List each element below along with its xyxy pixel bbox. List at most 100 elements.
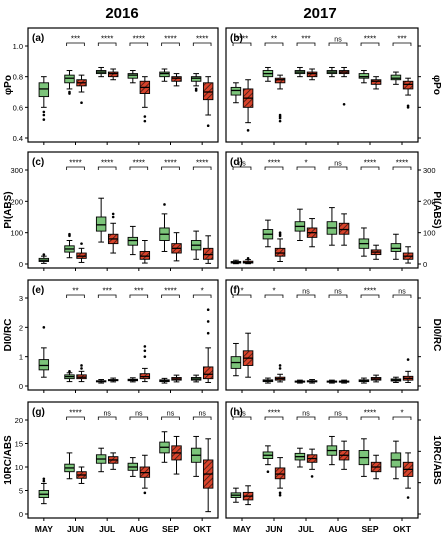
sig-bracket — [392, 294, 412, 298]
box-may-green — [230, 487, 242, 503]
outlier-point — [310, 475, 314, 478]
outlier-point — [206, 124, 210, 128]
sig-label: ns — [334, 411, 342, 418]
box-okt-red — [402, 246, 414, 264]
box-jun-red — [274, 364, 286, 383]
y-tick-label: 5 — [19, 487, 23, 496]
box-body — [358, 73, 370, 79]
panel-label: (d) — [230, 157, 243, 168]
box-okt-red — [402, 452, 414, 499]
y-axis-label-left: PI(ABS) — [3, 191, 14, 228]
outlier-point — [80, 242, 83, 245]
box-body — [38, 359, 50, 371]
outlier-point — [42, 479, 46, 483]
outlier-point — [266, 470, 270, 474]
outlier-point — [80, 364, 83, 367]
y-tick-label: 0 — [19, 382, 23, 391]
box-body — [95, 216, 107, 232]
box-body — [370, 79, 382, 85]
panel-b: (b)φPo**** ** *** ns **** *** — [225, 27, 442, 145]
box-jun-red — [76, 466, 87, 484]
sig-label: ** — [72, 287, 78, 296]
outlier-point — [246, 129, 250, 132]
sig-label: **** — [396, 159, 408, 168]
sig-label: * — [240, 287, 243, 296]
sig-bracket — [360, 166, 380, 170]
sig-label: *** — [134, 287, 143, 296]
box-sep-green — [159, 203, 170, 252]
box-may-green — [230, 342, 242, 377]
box-jun-green — [64, 70, 75, 95]
box-may-green — [230, 259, 242, 265]
box-may-red — [242, 485, 254, 506]
outlier-point — [111, 212, 115, 216]
y-tick-label: 10 — [15, 463, 23, 472]
box-okt-green — [390, 376, 402, 383]
box-aug-green — [326, 207, 338, 246]
box-body — [107, 71, 119, 78]
panel-label: (h) — [230, 407, 243, 418]
y-tick-label: 100 — [423, 229, 436, 238]
box-okt-green — [190, 73, 202, 92]
x-tick-label-aug: AUG — [329, 524, 348, 534]
sig-label: **** — [164, 287, 176, 296]
sig-bracket — [97, 294, 117, 298]
outlier-point — [194, 87, 198, 91]
panel-c: (c) 0 100 200 300 PI(ABS) **** **** **** **** **** — [3, 151, 219, 271]
box-jul-red — [107, 212, 119, 254]
box-aug-green — [127, 377, 139, 383]
panel-frame — [27, 151, 219, 269]
box-jul-green — [294, 379, 306, 384]
x-tick-label-okt: OKT — [193, 524, 212, 534]
x-tick-label-jun: JUN — [265, 524, 282, 534]
y-axis-label-right: φPo — [431, 75, 442, 95]
sig-bracket — [161, 294, 180, 298]
y-tick-label: 0.4 — [13, 134, 23, 143]
box-body — [139, 251, 151, 260]
sig-label: ns — [302, 289, 310, 296]
outlier-point — [206, 320, 210, 323]
sig-label: **** — [364, 159, 376, 168]
sig-label: **** — [101, 159, 113, 168]
box-aug-green — [127, 70, 139, 84]
sig-label: **** — [164, 159, 176, 168]
y-tick-label: 0.6 — [13, 103, 23, 112]
sig-bracket — [192, 294, 212, 298]
x-tick-label-okt: OKT — [393, 524, 412, 534]
box-jul-red — [306, 68, 318, 81]
box-jul-green — [95, 197, 107, 243]
box-may-green — [230, 82, 242, 104]
panel-frame — [225, 279, 419, 391]
box-may-green — [38, 253, 50, 264]
box-body — [202, 82, 214, 101]
sig-bracket — [129, 294, 149, 298]
sig-label: ns — [238, 411, 246, 418]
sig-bracket — [161, 42, 180, 46]
panel-frame — [225, 27, 419, 143]
box-jun-red — [76, 242, 87, 263]
box-jul-red — [107, 377, 119, 383]
y-tick-label: 0 — [19, 260, 23, 269]
box-aug-red — [139, 76, 151, 123]
box-sep-red — [171, 232, 182, 262]
sig-bracket — [328, 294, 348, 298]
panel-frame — [27, 27, 219, 143]
outlier-point — [406, 496, 410, 499]
outlier-point — [80, 367, 83, 370]
sig-label: * — [400, 409, 403, 418]
sig-label: **** — [268, 159, 280, 168]
box-body — [306, 71, 318, 78]
sig-label: *** — [71, 35, 80, 44]
sig-label: ** — [271, 35, 277, 44]
box-may-red — [242, 332, 254, 378]
box-body — [338, 222, 350, 235]
panel-label: (g) — [32, 407, 45, 418]
sig-bracket — [232, 166, 252, 170]
panel-label: (a) — [32, 33, 44, 44]
box-may-green — [38, 477, 50, 505]
sig-label: ns — [198, 411, 206, 418]
y-tick-label: 20 — [15, 416, 23, 425]
sig-bracket — [66, 416, 85, 420]
